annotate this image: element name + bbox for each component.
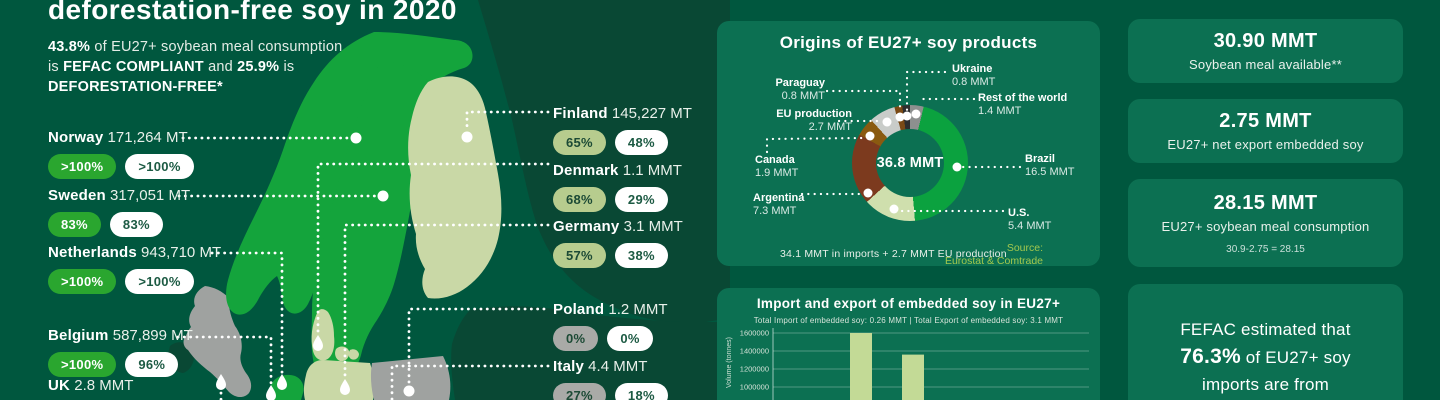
svg-text:1200000: 1200000	[740, 365, 769, 374]
country-value: 145,227 MT	[607, 105, 692, 122]
country-entry-denmark: Denmark 1.1 MMT 68% 29%	[553, 162, 682, 212]
percent-badge: 68%	[553, 187, 606, 212]
stat-value: 2.75 MMT	[1219, 110, 1312, 132]
country-value: 3.1 MMT	[619, 218, 683, 235]
country-entry-poland: Poland 1.2 MMT 0% 0%	[553, 301, 668, 351]
bar-1	[902, 354, 924, 400]
bar-0	[850, 333, 872, 400]
svg-text:1400000: 1400000	[740, 347, 769, 356]
fefac-estimate-text: FEFAC estimated that 76.3% of EU27+ soy im…	[1180, 320, 1351, 394]
stat-fefac-estimate: FEFAC estimated that 76.3% of EU27+ soy im…	[1128, 284, 1403, 400]
country-name: Norway	[48, 129, 104, 146]
percent-badge: 0%	[553, 326, 599, 351]
svg-text:1600000: 1600000	[740, 329, 769, 338]
donut-footnote: 34.1 MMT in imports + 2.7 MMT EU product…	[780, 248, 1007, 260]
percent-badge: 29%	[614, 187, 668, 212]
stat-soybean-meal-available: 30.90 MMT Soybean meal available**	[1128, 19, 1403, 83]
country-value: 2.8 MMT	[70, 377, 134, 394]
country-entry-norway: Norway 171,264 MT >100% >100%	[48, 129, 203, 179]
country-name: Netherlands	[48, 244, 137, 261]
country-entry-germany: Germany 3.1 MMT 57% 38%	[553, 218, 683, 268]
donut-label-eu-production: EU production 2.7 MMT	[776, 108, 852, 133]
country-entry-netherlands: Netherlands 943,710 MT >100% >100%	[48, 244, 221, 294]
origins-panel: Origins of EU27+ soy products 36.8 MMT R…	[717, 21, 1100, 267]
origins-donut-chart: 36.8 MMT	[852, 105, 968, 221]
stat-value: 30.90 MMT	[1213, 30, 1318, 52]
svg-text:1000000: 1000000	[740, 383, 769, 392]
country-value: 587,899 MT	[108, 327, 193, 344]
stat-meal-consumption: 28.15 MMT EU27+ soybean meal consumption…	[1128, 179, 1403, 267]
country-name: Italy	[553, 358, 585, 375]
donut-label-u-s-: U.S. 5.4 MMT	[1008, 207, 1052, 232]
leader-lines	[176, 110, 550, 400]
percent-badge: 0%	[607, 326, 653, 351]
import-export-panel: Import and export of embedded soy in EU2…	[717, 288, 1100, 400]
percent-badge: 83%	[48, 212, 101, 237]
percent-badge: >100%	[48, 154, 117, 179]
country-name: Sweden	[48, 187, 106, 204]
country-value: 4.4 MMT	[584, 358, 648, 375]
percent-badge: 57%	[553, 243, 606, 268]
percent-badge: >100%	[48, 269, 117, 294]
stat-label: Soybean meal available**	[1189, 57, 1342, 72]
percent-badge: 38%	[614, 243, 668, 268]
donut-label-argentina: Argentina 7.3 MMT	[753, 192, 805, 217]
percent-badge: 65%	[553, 130, 606, 155]
percent-badge: 27%	[553, 383, 606, 400]
bar-chart-plot: 1600000 1400000 1200000 1000000 Volume (tonn…	[726, 328, 1089, 400]
donut-label-paraguay: Paraguay 0.8 MMT	[775, 77, 825, 102]
country-name: Finland	[553, 105, 608, 122]
page-subtitle: 43.8% of EU27+ soybean meal consumption i…	[48, 39, 343, 95]
country-name: UK	[48, 377, 71, 394]
donut-label-ukraine: Ukraine 0.8 MMT	[952, 63, 996, 88]
percent-badge: >100%	[125, 269, 194, 294]
country-name: Belgium	[48, 327, 109, 344]
percent-badge: >100%	[48, 352, 117, 377]
country-value: 317,051 MT	[105, 187, 191, 204]
donut-label-canada: Canada 1.9 MMT	[755, 154, 799, 179]
country-value: 943,710 MT	[136, 244, 222, 261]
donut-label-rest-of-the-world: Rest of the world 1.4 MMT	[978, 92, 1068, 117]
bar-chart-title: Import and export of embedded soy in EU2…	[756, 296, 1061, 311]
country-name: Poland	[553, 301, 605, 318]
bar-chart-subtitle: Total Import of embedded soy: 0.26 MMT |…	[753, 316, 1064, 325]
country-entry-sweden: Sweden 317,051 MT 83% 83%	[48, 187, 190, 237]
country-entry-belgium: Belgium 587,899 MT >100% 96%	[48, 327, 193, 377]
country-name: Germany	[553, 218, 620, 235]
stat-value: 28.15 MMT	[1213, 191, 1318, 214]
stat-formula: 30.9-2.75 = 28.15	[1226, 243, 1305, 255]
country-entry-italy: Italy 4.4 MMT 27% 18%	[553, 358, 677, 400]
percent-badge: 96%	[125, 352, 179, 377]
page-title: deforestation-free soy in 2020	[48, 0, 457, 25]
country-value: 1.2 MMT	[604, 301, 668, 318]
origins-title: Origins of EU27+ soy products	[779, 33, 1038, 52]
country-value: 1.1 MMT	[618, 162, 682, 179]
country-entry-finland: Finland 145,227 MT 65% 48%	[553, 105, 692, 155]
percent-badge: >100%	[125, 154, 194, 179]
donut-source: Source: Eurostat & Comtrade	[944, 242, 1043, 267]
percent-badge: 83%	[109, 212, 163, 237]
country-name: Denmark	[553, 162, 619, 179]
donut-center-total: 36.8 MMT	[876, 129, 944, 197]
stat-net-export: 2.75 MMT EU27+ net export embedded soy	[1128, 99, 1403, 163]
percent-badge: 48%	[614, 130, 668, 155]
percent-badge: 18%	[614, 383, 668, 400]
country-value: 171,264 MT	[103, 129, 188, 146]
stat-label: EU27+ net export embedded soy	[1167, 137, 1364, 152]
country-entry-uk: UK 2.8 MMT	[48, 377, 133, 395]
donut-label-brazil: Brazil 16.5 MMT	[1025, 153, 1075, 178]
y-axis-label: Volume (tonnes)	[726, 337, 733, 388]
stat-label: EU27+ soybean meal consumption	[1161, 218, 1370, 234]
